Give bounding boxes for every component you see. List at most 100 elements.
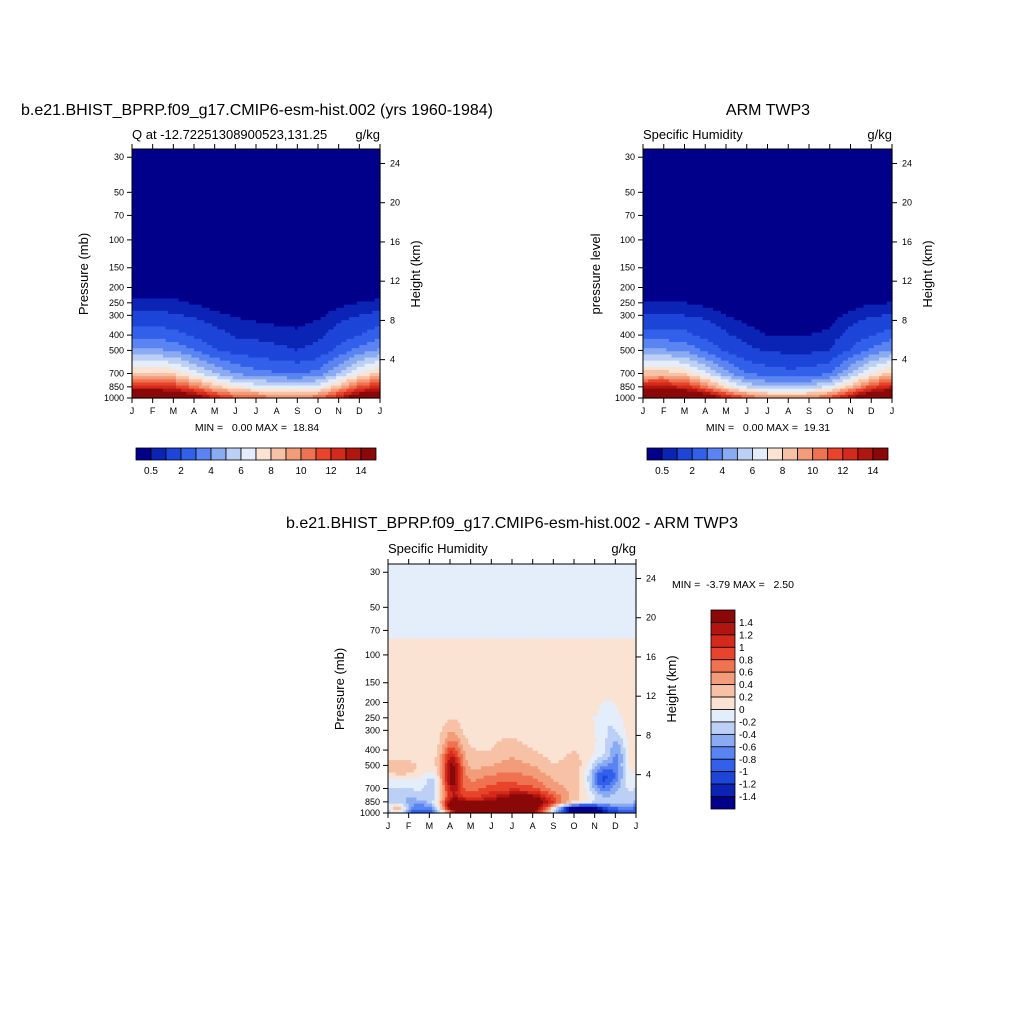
- contour-cell: [253, 149, 257, 153]
- contour-cell: [333, 245, 337, 250]
- contour-cell: [199, 167, 203, 172]
- contour-cell: [351, 208, 355, 212]
- contour-cell: [137, 173, 141, 178]
- contour-cell: [320, 167, 324, 172]
- contour-cell: [356, 208, 360, 212]
- contour-cell: [271, 226, 275, 231]
- contour-cell: [204, 167, 208, 172]
- contour-cell: [325, 229, 329, 234]
- contour-cell: [240, 167, 244, 172]
- contour-cell: [289, 161, 293, 166]
- contour-cell: [147, 229, 151, 234]
- contour-cell: [147, 161, 151, 166]
- contour-cell: [248, 164, 252, 169]
- contour-cell: [178, 158, 182, 163]
- contour-cell: [157, 161, 162, 166]
- contour-cell: [248, 267, 252, 271]
- contour-cell: [168, 152, 172, 156]
- contour-cell: [261, 167, 265, 172]
- contour-cell: [181, 192, 185, 197]
- contour-cell: [374, 149, 379, 153]
- contour-cell: [157, 198, 162, 203]
- contour-cell: [261, 254, 265, 259]
- contour-cell: [183, 267, 187, 271]
- contour-cell: [163, 248, 167, 253]
- contour-cell: [209, 152, 213, 156]
- contour-cell: [361, 161, 366, 166]
- contour-cell: [144, 158, 149, 163]
- contour-cell: [225, 180, 229, 184]
- contour-cell: [230, 239, 234, 243]
- contour-cell: [281, 186, 286, 191]
- contour-cell: [349, 248, 353, 253]
- contour-cell: [305, 198, 309, 203]
- contour-cell: [354, 226, 358, 231]
- contour-cell: [227, 152, 231, 156]
- contour-cell: [320, 173, 324, 178]
- contour-cell: [155, 223, 159, 228]
- contour-cell: [294, 226, 298, 231]
- contour-cell: [214, 183, 218, 187]
- contour-cell: [299, 251, 304, 256]
- contour-cell: [235, 223, 239, 228]
- contour-cell: [230, 155, 234, 159]
- contour-cell: [284, 167, 288, 172]
- contour-cell: [377, 189, 381, 194]
- contour-cell: [292, 149, 296, 153]
- contour-cell: [204, 192, 208, 197]
- contour-cell: [132, 254, 136, 259]
- contour-cell: [361, 189, 366, 194]
- contour-cell: [341, 223, 345, 228]
- contour-cell: [209, 205, 213, 209]
- contour-cell: [160, 264, 164, 268]
- contour-cell: [258, 242, 262, 247]
- contour-cell: [175, 236, 180, 240]
- contour-cell: [349, 208, 353, 212]
- contour-cell: [318, 195, 322, 200]
- contour-cell: [181, 264, 185, 268]
- contour-cell: [341, 233, 345, 237]
- contour-cell: [191, 177, 195, 181]
- contour-cell: [237, 173, 242, 178]
- contour-cell: [232, 189, 236, 194]
- contour-cell: [377, 158, 381, 163]
- contour-cell: [268, 223, 273, 228]
- contour-cell: [276, 217, 280, 222]
- contour-cell: [374, 183, 379, 187]
- contour-cell: [284, 149, 288, 153]
- contour-cell: [377, 254, 381, 259]
- contour-cell: [181, 211, 185, 215]
- contour-cell: [310, 242, 314, 247]
- contour-cell: [310, 248, 314, 253]
- contour-cell: [139, 208, 143, 212]
- contour-cell: [245, 158, 249, 163]
- contour-cell: [194, 220, 198, 225]
- contour-cell: [297, 239, 301, 243]
- contour-cell: [328, 220, 332, 225]
- contour-cell: [312, 152, 317, 156]
- contour-cell: [333, 170, 337, 175]
- contour-cell: [222, 211, 226, 215]
- contour-cell: [201, 236, 205, 240]
- contour-cell: [320, 164, 324, 169]
- contour-cell: [356, 245, 360, 250]
- contour-cell: [325, 245, 329, 250]
- contour-cell: [196, 180, 200, 184]
- contour-cell: [142, 192, 146, 197]
- contour-cell: [338, 170, 342, 175]
- contour-cell: [243, 158, 247, 163]
- contour-cell: [204, 173, 208, 178]
- contour-cell: [330, 226, 335, 231]
- contour-cell: [315, 242, 319, 247]
- contour-cell: [194, 254, 198, 259]
- contour-cell: [315, 177, 319, 181]
- contour-cell: [299, 226, 304, 231]
- contour-cell: [134, 226, 138, 231]
- contour-cell: [361, 229, 366, 234]
- contour-cell: [367, 167, 371, 172]
- contour-cell: [248, 198, 252, 203]
- contour-cell: [248, 173, 252, 178]
- contour-cell: [201, 248, 205, 253]
- contour-cell: [222, 167, 226, 172]
- contour-cell: [281, 251, 286, 256]
